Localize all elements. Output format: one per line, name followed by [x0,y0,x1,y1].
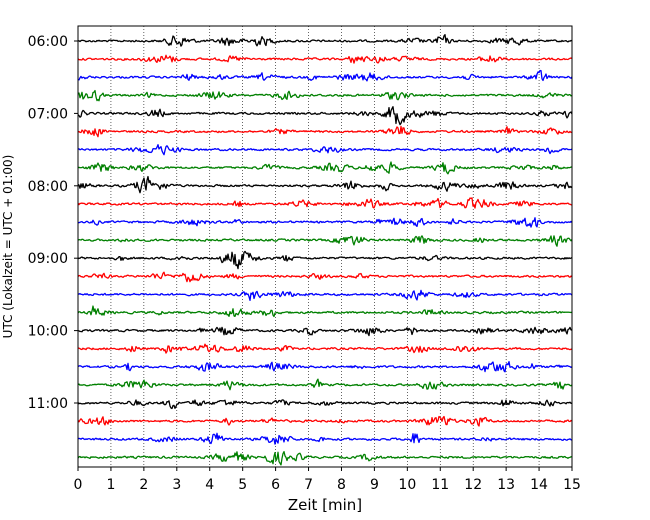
trace-0900 [77,250,573,270]
trace-1100 [77,399,573,410]
trace-0715 [77,125,573,138]
trace-1145 [77,450,573,466]
trace-0645 [77,89,573,102]
trace-0615 [77,54,573,64]
trace-0830 [77,217,573,228]
x-tick-label: 1 [106,477,115,493]
x-tick-label: 9 [370,477,379,493]
y-axis-label: UTC (Lokalzeit = UTC + 01:00) [1,155,15,339]
y-axis-ticks: 06:00 07:00 08:00 09:00 10:00 11:00 [28,34,78,412]
plot-frame [77,25,573,468]
x-tick-label: 11 [431,477,449,493]
trace-1115 [77,415,573,427]
trace-0930 [77,289,573,302]
x-tick-label: 12 [464,477,482,493]
trace-0630 [77,69,573,82]
trace-1000 [77,326,573,337]
y-tick-label: 10:00 [28,324,68,340]
trace-0700 [77,106,573,126]
trace-0945 [77,305,573,318]
x-tick-label: 6 [271,477,280,493]
x-axis-ticks: 0 1 2 3 4 5 6 7 8 9 10 11 12 13 14 15 [74,467,581,493]
x-tick-label: 0 [74,477,83,493]
x-tick-label: 4 [205,477,214,493]
trace-0600 [77,34,573,47]
trace-0730 [77,144,573,156]
y-tick-label: 09:00 [28,251,68,267]
x-tick-label: 3 [172,477,181,493]
x-tick-label: 10 [398,477,416,493]
vertical-grid [110,26,540,467]
x-tick-label: 13 [497,477,515,493]
y-tick-label: 06:00 [28,34,68,50]
trace-1045 [77,378,573,391]
trace-0800 [77,175,573,194]
trace-0845 [77,235,573,247]
x-tick-label: 14 [530,477,548,493]
trace-1130 [77,432,573,445]
y-tick-label: 11:00 [28,396,68,412]
x-tick-label: 8 [337,477,346,493]
y-tick-label: 07:00 [28,106,68,122]
y-tick-label: 08:00 [28,179,68,195]
x-tick-label: 5 [238,477,247,493]
trace-1030 [77,361,573,373]
x-axis-label: Zeit [min] [288,496,362,514]
x-tick-label: 7 [304,477,313,493]
x-tick-label: 15 [563,477,581,493]
trace-0915 [77,271,573,283]
trace-1015 [77,343,573,354]
trace-0745 [77,161,573,175]
x-tick-label: 2 [139,477,148,493]
trace-0815 [77,197,573,209]
trace-group [77,34,573,466]
